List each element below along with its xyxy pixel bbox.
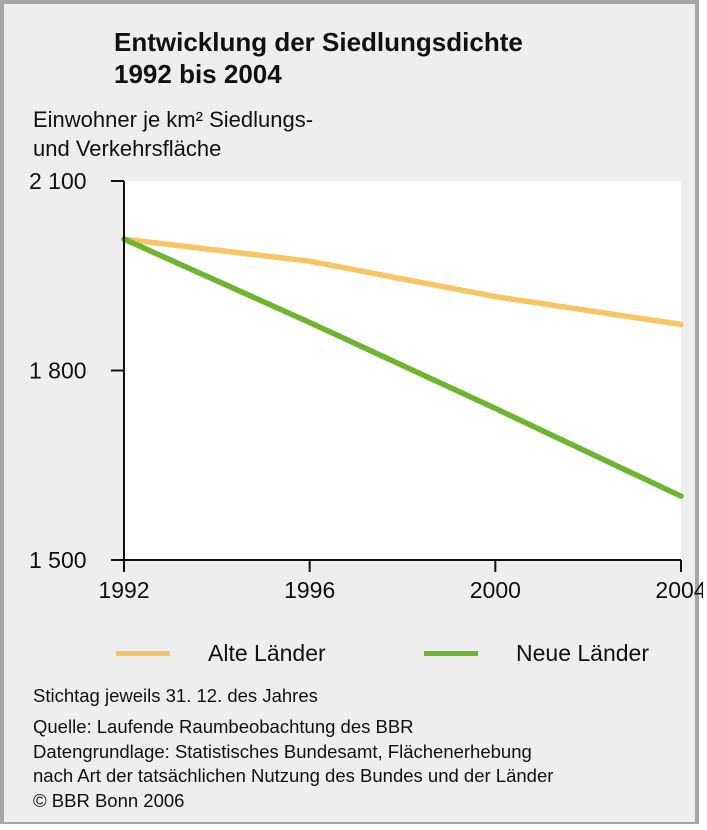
x-tick-label: 1996 (284, 577, 335, 603)
y-axis-label-line-2: und Verkehrsfläche (33, 136, 222, 161)
legend-swatch-neue-laender (424, 651, 478, 656)
y-tick-label: 2 100 (29, 168, 87, 194)
x-tick-label: 2004 (655, 577, 703, 603)
legend-label-alte-laender: Alte Länder (208, 640, 326, 666)
legend-label-neue-laender: Neue Länder (516, 640, 649, 666)
series-line-0 (121, 236, 684, 328)
source-line-2: Datengrundlage: Statistisches Bundesamt,… (33, 741, 532, 762)
x-tick-label: 2000 (470, 577, 521, 603)
source-line-3: nach Art der tatsächlichen Nutzung des B… (33, 765, 554, 786)
source-line-1: Quelle: Laufende Raumbeobachtung des BBR (33, 716, 414, 737)
chart-title-line-2: 1992 bis 2004 (114, 59, 282, 89)
copyright-line: © BBR Bonn 2006 (33, 790, 185, 811)
reference-date-note: Stichtag jeweils 31. 12. des Jahres (33, 685, 318, 706)
y-axis-label-line-1: Einwohner je km² Siedlungs- (33, 107, 314, 132)
line-chart: 2 100 1 800 1 500 1992 1996 2000 2004 (29, 168, 703, 603)
y-tick-label: 1 500 (29, 547, 87, 573)
chart-title-line-1: Entwicklung der Siedlungsdichte (114, 27, 523, 57)
y-tick-label: 1 800 (29, 358, 87, 384)
plot-area (124, 181, 681, 560)
legend-swatch-alte-laender (116, 651, 170, 656)
x-tick-label: 1992 (98, 577, 149, 603)
series-line-1 (121, 236, 684, 499)
